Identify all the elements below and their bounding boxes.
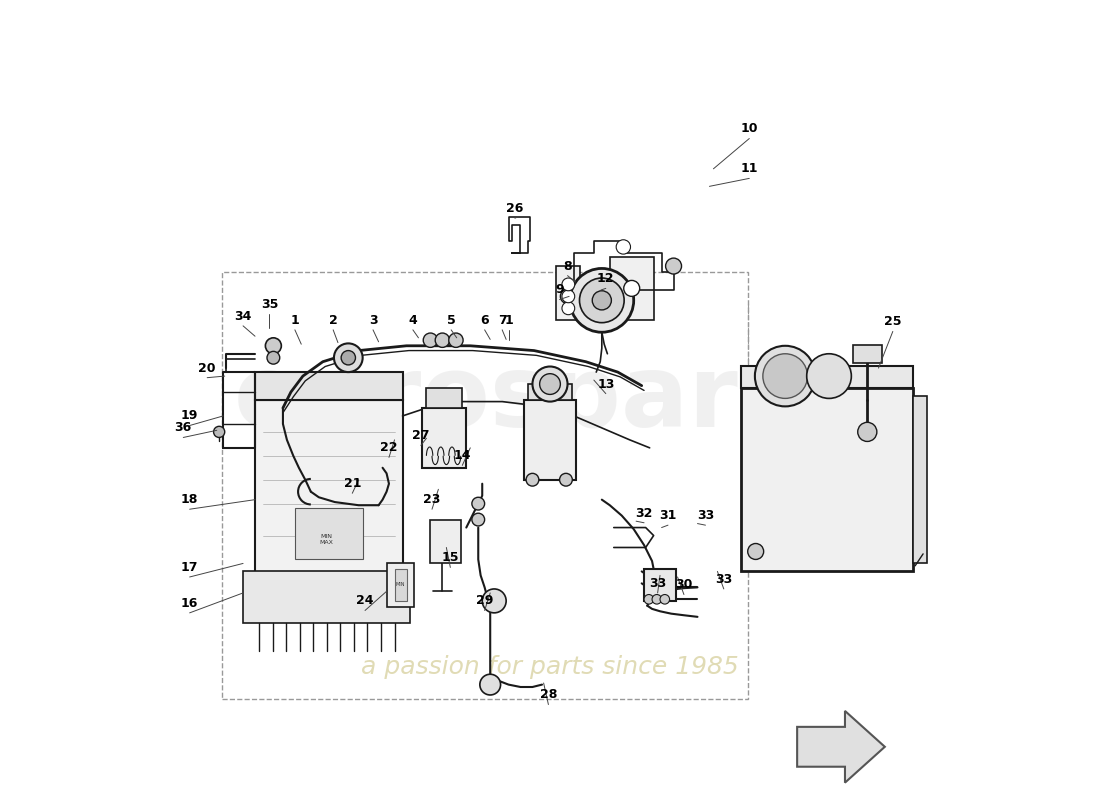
Text: 25: 25 — [884, 315, 902, 328]
Circle shape — [472, 514, 485, 526]
Circle shape — [755, 346, 815, 406]
Text: 29: 29 — [476, 594, 493, 607]
Text: 35: 35 — [261, 298, 278, 311]
Bar — [427, 388, 462, 408]
Circle shape — [666, 258, 682, 274]
Bar — [852, 345, 881, 362]
Text: 3: 3 — [368, 314, 377, 326]
Bar — [295, 508, 363, 559]
Bar — [913, 396, 927, 563]
Text: 5: 5 — [447, 314, 455, 326]
Text: 7: 7 — [498, 314, 506, 326]
Bar — [645, 569, 676, 601]
Bar — [422, 408, 466, 468]
Circle shape — [482, 589, 506, 613]
Text: 8: 8 — [563, 259, 572, 273]
Circle shape — [560, 474, 572, 486]
Circle shape — [616, 240, 630, 254]
Text: 24: 24 — [356, 594, 374, 607]
Text: 31: 31 — [659, 509, 676, 522]
Bar — [609, 257, 653, 320]
Text: 15: 15 — [441, 551, 459, 564]
Text: 20: 20 — [198, 362, 216, 374]
Text: 12: 12 — [597, 272, 615, 286]
Circle shape — [560, 289, 574, 303]
Circle shape — [213, 426, 224, 438]
Circle shape — [267, 351, 279, 364]
Text: 13: 13 — [597, 378, 615, 390]
Text: 18: 18 — [182, 493, 198, 506]
Circle shape — [652, 594, 661, 604]
Bar — [430, 519, 461, 563]
Bar — [395, 569, 407, 601]
Circle shape — [660, 594, 670, 604]
Bar — [386, 563, 415, 607]
Text: 22: 22 — [381, 442, 398, 454]
Bar — [221, 273, 748, 699]
Text: 6: 6 — [481, 314, 488, 326]
Circle shape — [748, 543, 763, 559]
Bar — [557, 266, 581, 320]
Bar — [741, 388, 913, 571]
Text: eurospares: eurospares — [234, 351, 866, 449]
Circle shape — [806, 354, 851, 398]
Text: 26: 26 — [506, 202, 524, 215]
Circle shape — [540, 374, 560, 394]
Text: 32: 32 — [636, 506, 652, 520]
Text: 23: 23 — [424, 493, 441, 506]
Text: a passion for parts since 1985: a passion for parts since 1985 — [361, 655, 739, 679]
Polygon shape — [798, 711, 884, 782]
Bar — [741, 366, 913, 388]
Circle shape — [526, 474, 539, 486]
Text: 9: 9 — [556, 283, 564, 297]
Text: 36: 36 — [175, 422, 191, 434]
Text: 28: 28 — [540, 689, 557, 702]
Bar — [255, 400, 403, 575]
Text: 33: 33 — [696, 509, 714, 522]
Bar — [525, 400, 576, 480]
Text: MIN: MIN — [396, 582, 405, 587]
Text: 30: 30 — [675, 578, 693, 591]
Circle shape — [580, 278, 624, 322]
Circle shape — [562, 278, 574, 290]
Circle shape — [472, 498, 485, 510]
Bar — [255, 372, 403, 400]
Text: 19: 19 — [182, 410, 198, 422]
Text: 11: 11 — [740, 162, 758, 175]
Text: 34: 34 — [234, 310, 252, 322]
Circle shape — [480, 674, 501, 695]
Text: 16: 16 — [182, 597, 198, 610]
Text: 27: 27 — [412, 430, 430, 442]
Circle shape — [532, 366, 568, 402]
Circle shape — [424, 333, 438, 347]
Circle shape — [562, 302, 574, 314]
Circle shape — [570, 269, 634, 332]
Text: 33: 33 — [715, 573, 733, 586]
Text: 1: 1 — [290, 314, 299, 326]
Bar — [528, 384, 572, 400]
Text: 10: 10 — [740, 122, 758, 135]
Text: 21: 21 — [343, 478, 361, 490]
Circle shape — [624, 281, 640, 296]
Circle shape — [592, 290, 612, 310]
Text: 14: 14 — [453, 450, 471, 462]
Circle shape — [341, 350, 355, 365]
Bar — [243, 571, 410, 623]
Circle shape — [449, 333, 463, 347]
Circle shape — [436, 333, 450, 347]
Circle shape — [858, 422, 877, 442]
Circle shape — [763, 354, 807, 398]
Circle shape — [334, 343, 363, 372]
Circle shape — [562, 290, 574, 302]
Text: 1: 1 — [504, 314, 513, 326]
Circle shape — [645, 594, 653, 604]
Text: 33: 33 — [649, 577, 667, 590]
Circle shape — [265, 338, 282, 354]
Text: 4: 4 — [408, 314, 417, 326]
Text: 17: 17 — [180, 561, 198, 574]
Text: MIN
MAX: MIN MAX — [320, 534, 333, 545]
Text: 2: 2 — [329, 314, 338, 326]
